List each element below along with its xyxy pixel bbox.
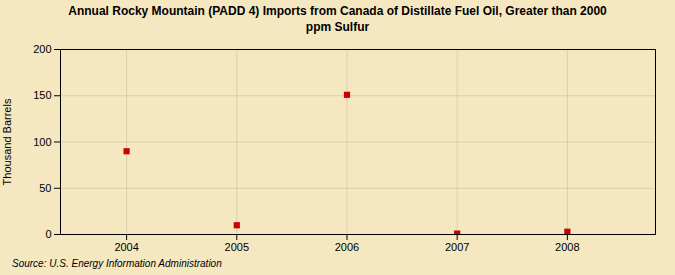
svg-text:2006: 2006 [335,241,359,253]
html-text:Annual Rocky Mountain (PADD 4): Annual Rocky Mountain (PADD 4) Imports f… [68,4,607,34]
svg-text:2005: 2005 [225,241,249,253]
svg-text:Thousand Barrels: Thousand Barrels [1,98,13,185]
svg-text:2007: 2007 [445,241,469,253]
html-text:Source: U.S. Energy Informatio: Source: U.S. Energy Information Administ… [12,258,222,270]
svg-text:50: 50 [39,182,51,194]
svg-text:2004: 2004 [114,241,138,253]
svg-text:150: 150 [33,89,51,101]
svg-text:100: 100 [33,136,51,148]
svg-text:200: 200 [33,43,51,55]
svg-text:0: 0 [45,228,51,240]
svg-text:2008: 2008 [555,241,579,253]
